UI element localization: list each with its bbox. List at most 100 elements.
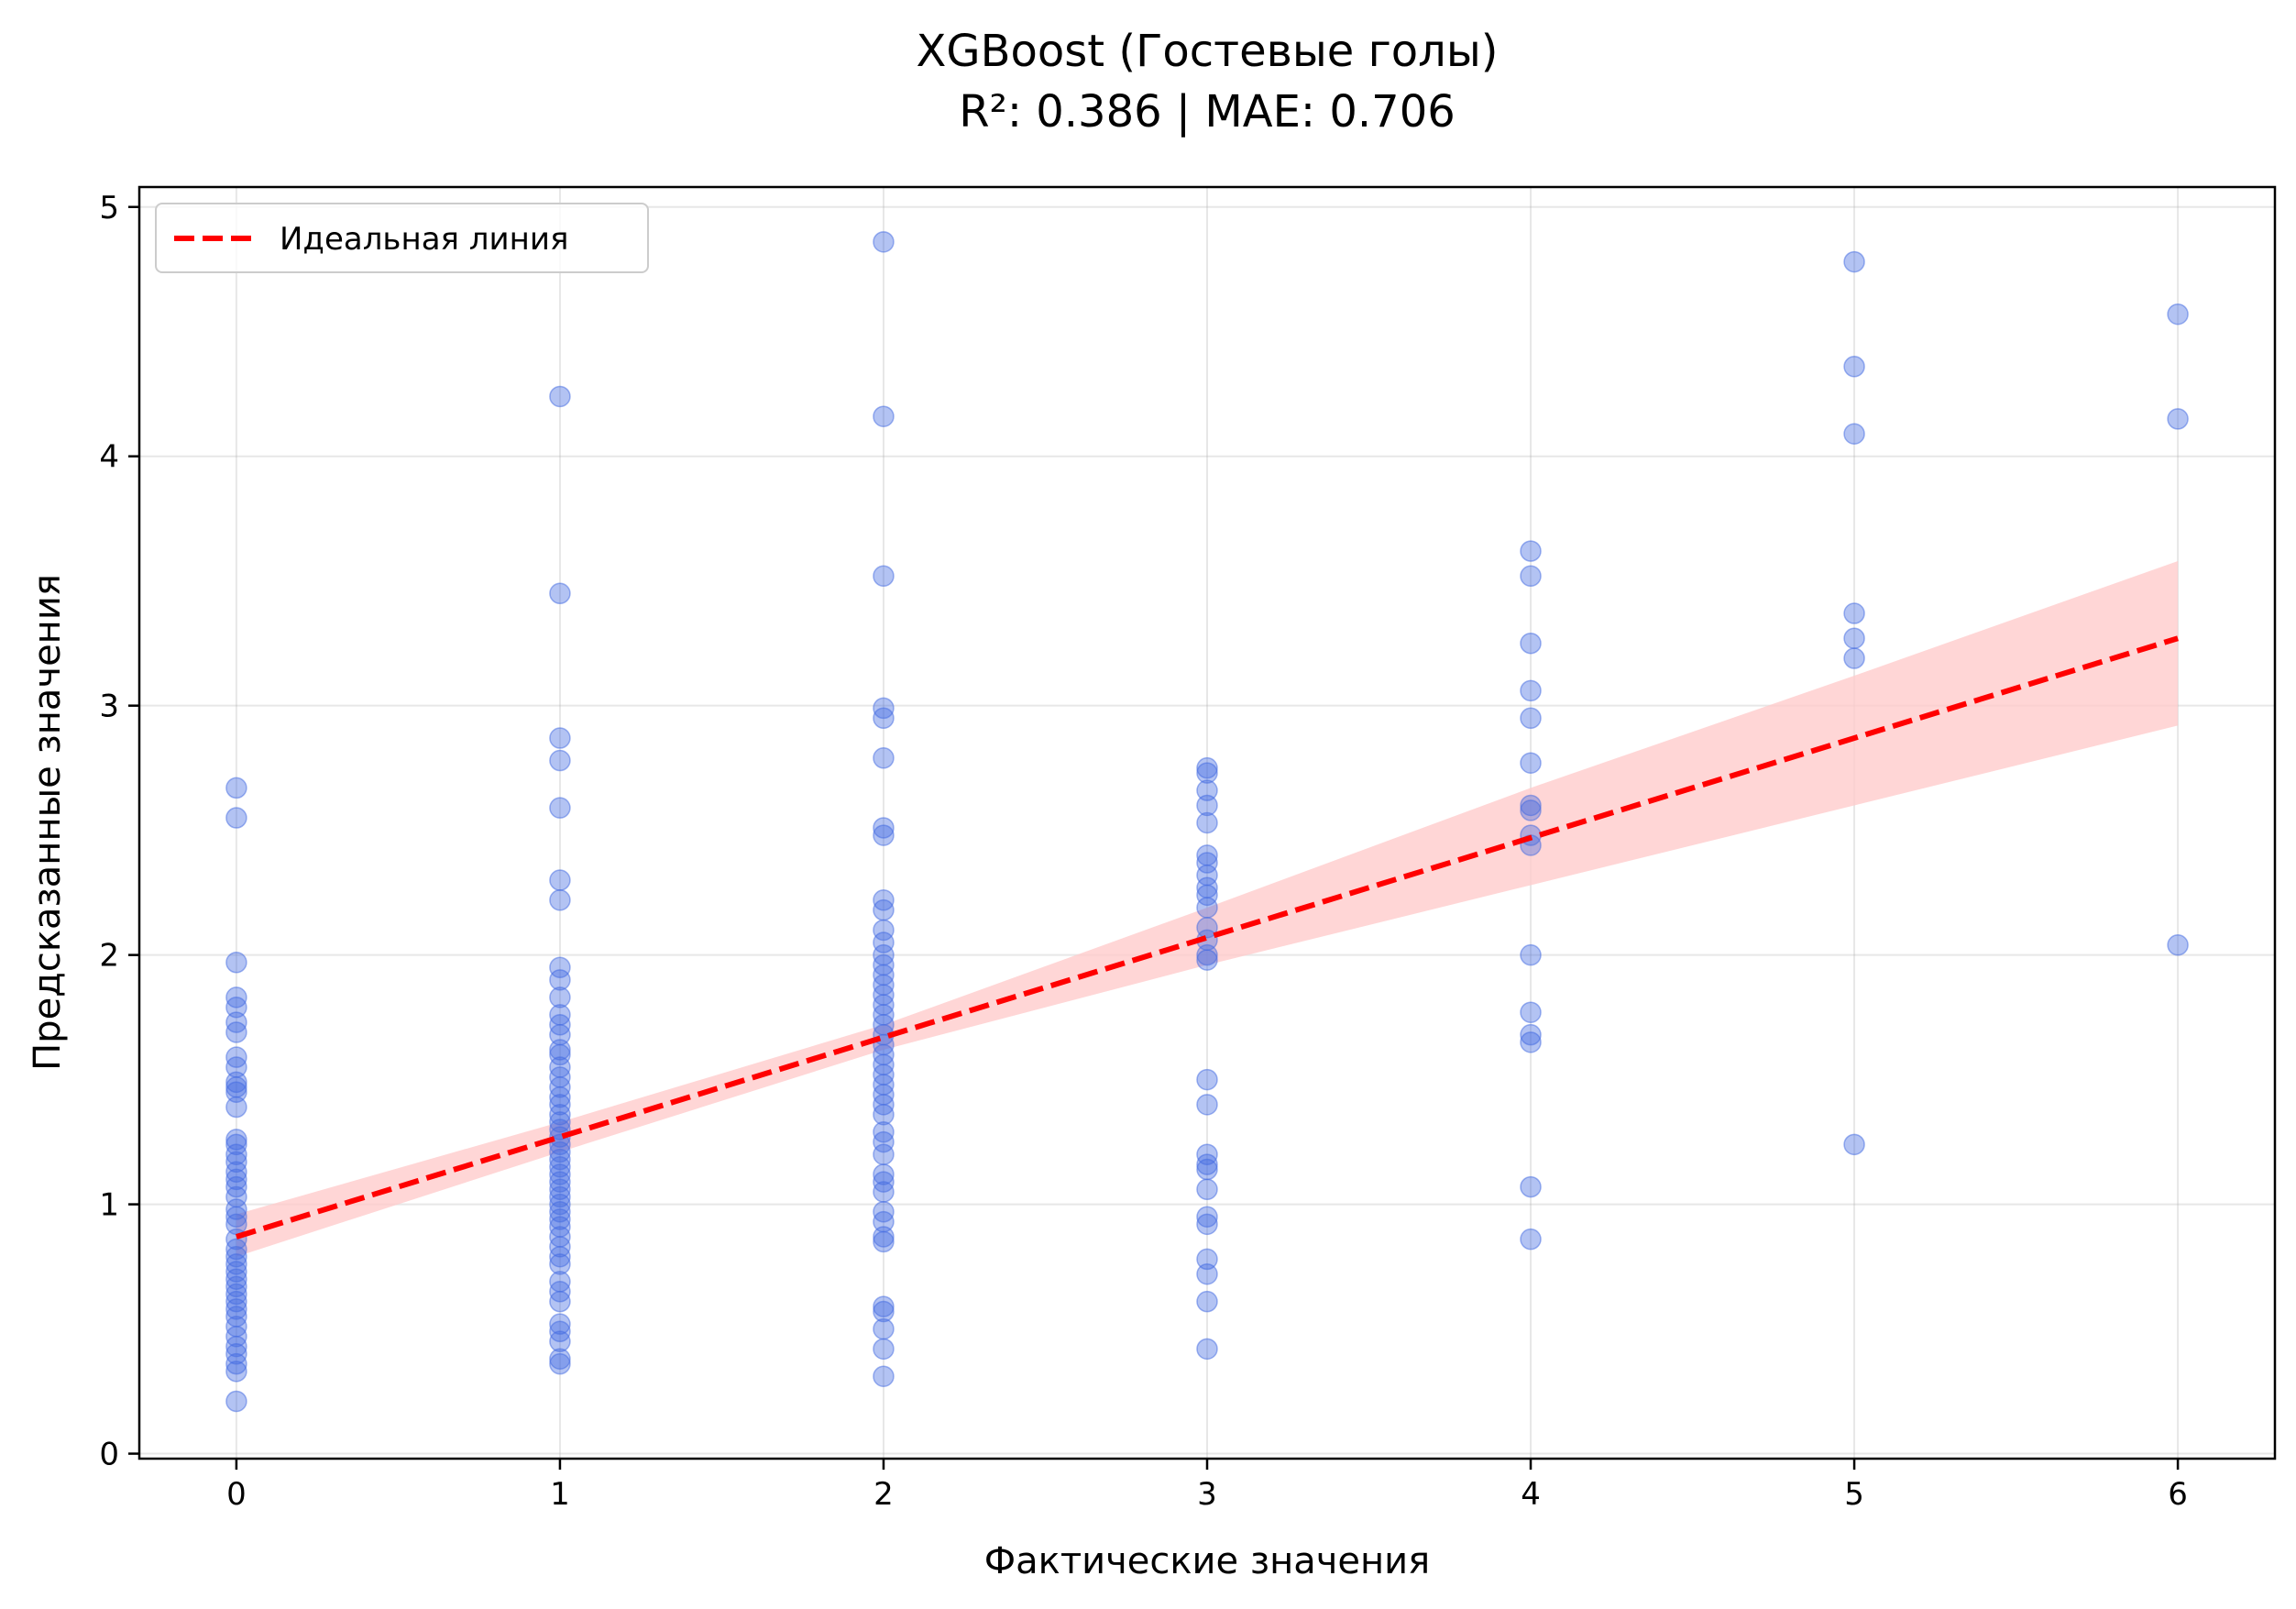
data-point [549, 1290, 571, 1313]
data-point [1520, 1031, 1542, 1053]
ideal-line [236, 635, 2179, 1240]
data-point [873, 1103, 895, 1126]
x-tick-label: 0 [226, 1476, 247, 1513]
x-tick-label: 3 [1197, 1476, 1217, 1513]
data-point [1196, 756, 1218, 779]
data-point [873, 1130, 895, 1153]
data-point [1196, 779, 1218, 801]
data-point [1196, 943, 1218, 966]
data-point [1520, 565, 1542, 588]
data-point [225, 1268, 247, 1290]
data-point [1196, 916, 1218, 939]
data-point [549, 1245, 571, 1268]
data-point [873, 1300, 895, 1323]
data-point [549, 1330, 571, 1352]
data-point [549, 869, 571, 891]
data-point [873, 1163, 895, 1185]
data-point [1843, 647, 1865, 669]
data-point [225, 1206, 247, 1228]
data-point [873, 747, 895, 769]
data-point [1196, 1068, 1218, 1091]
data-point [225, 952, 247, 974]
data-point [549, 956, 571, 978]
data-point [1196, 1262, 1218, 1285]
data-point [873, 707, 895, 730]
y-axis-ticks: 0 1 2 3 4 5 [99, 190, 139, 1473]
data-point [225, 1143, 247, 1165]
data-point [225, 1253, 247, 1275]
data-point [225, 1129, 247, 1151]
data-point [225, 1245, 247, 1268]
confidence-band [236, 560, 2179, 1257]
data-point [225, 1361, 247, 1383]
data-point [549, 1086, 571, 1108]
data-point [225, 1168, 247, 1191]
x-tick-label: 6 [2168, 1476, 2188, 1513]
data-point [549, 1208, 571, 1230]
data-point [225, 777, 247, 799]
data-point [1520, 707, 1542, 730]
data-point [2167, 303, 2189, 325]
data-point [1196, 1213, 1218, 1236]
data-point [1196, 762, 1218, 784]
data-point [549, 1352, 571, 1375]
x-axis-label: Фактические значения [984, 1540, 1431, 1582]
y-axis-label: Предсказанные значения [27, 574, 69, 1071]
data-point [1196, 897, 1218, 919]
data-point [225, 1335, 247, 1358]
data-point [549, 1156, 571, 1178]
data-point [1196, 1248, 1218, 1271]
data-point [549, 1253, 571, 1275]
data-point [1843, 1133, 1865, 1156]
data-point [873, 1226, 895, 1248]
ideal-line-layer [236, 635, 2179, 1240]
data-point [549, 1103, 571, 1126]
legend: Идеальная линия [155, 203, 649, 273]
data-point [873, 1230, 895, 1253]
data-point [873, 931, 895, 953]
y-tick-label: 4 [99, 439, 119, 476]
data-point [1196, 1290, 1218, 1313]
y-tick-label: 3 [99, 689, 119, 725]
data-point [1843, 356, 1865, 378]
y-tick-label: 0 [99, 1437, 119, 1473]
data-point [549, 727, 571, 749]
data-point [873, 405, 895, 427]
data-point [225, 1081, 247, 1103]
data-point [873, 898, 895, 921]
data-point [225, 1283, 247, 1306]
data-point [549, 1348, 571, 1370]
y-tick-label: 2 [99, 938, 119, 975]
data-point [1520, 943, 1542, 966]
data-point [549, 986, 571, 1008]
data-point [873, 1338, 895, 1361]
data-point [1196, 1094, 1218, 1116]
data-point [1520, 1228, 1542, 1251]
data-point [1520, 679, 1542, 702]
plot-area: 0 1 2 3 4 5 6 0 1 2 3 4 5 [99, 185, 2277, 1513]
data-point [225, 997, 247, 1019]
data-point [1196, 884, 1218, 907]
data-point [2167, 934, 2189, 956]
x-tick-label: 2 [873, 1476, 894, 1513]
data-point [549, 1043, 571, 1066]
data-point [1843, 602, 1865, 624]
data-point [549, 1039, 571, 1061]
data-point [1196, 794, 1218, 817]
data-point [1520, 540, 1542, 562]
data-point [1520, 794, 1542, 817]
data-point [873, 824, 895, 846]
data-point [225, 1198, 247, 1220]
data-point [549, 1193, 571, 1216]
data-point [225, 1275, 247, 1298]
data-point [549, 1111, 571, 1133]
data-point [549, 1185, 571, 1208]
data-point [1520, 799, 1542, 821]
data-point [225, 1290, 247, 1313]
data-point [549, 385, 571, 408]
data-point [549, 1178, 571, 1201]
data-point [1196, 852, 1218, 874]
scatter-points [225, 231, 2189, 1413]
data-point [873, 817, 895, 839]
confidence-band-area [236, 560, 2179, 1257]
